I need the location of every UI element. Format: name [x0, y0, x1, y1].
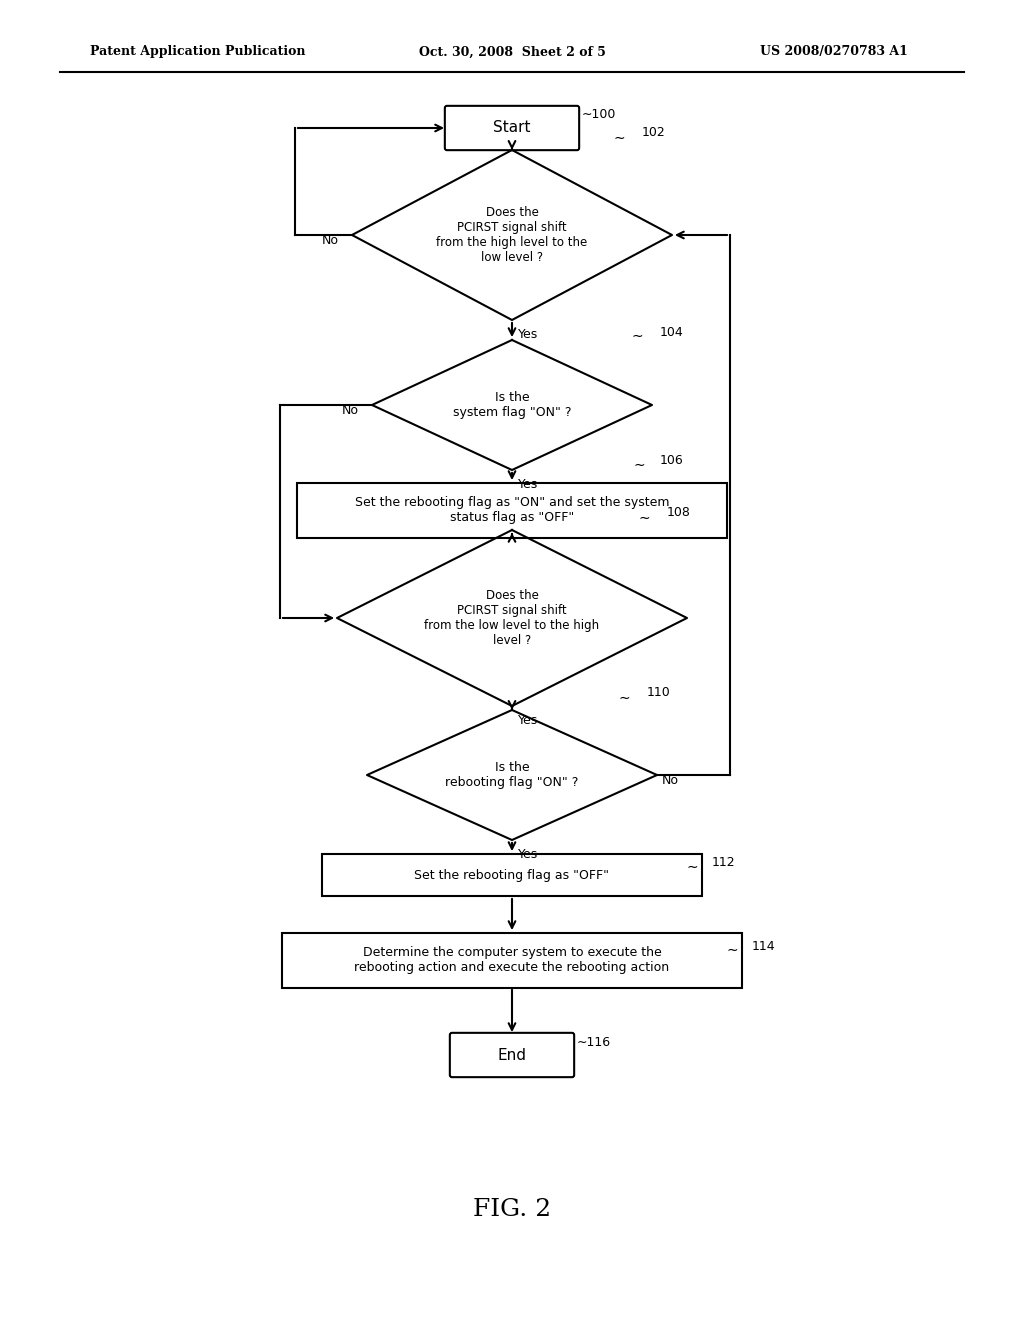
Text: Yes: Yes	[518, 714, 539, 727]
Text: ∼: ∼	[614, 131, 626, 145]
Text: FIG. 2: FIG. 2	[473, 1199, 551, 1221]
Text: Is the
system flag "ON" ?: Is the system flag "ON" ?	[453, 391, 571, 418]
Bar	[322, 854, 702, 896]
Text: Patent Application Publication: Patent Application Publication	[90, 45, 305, 58]
Text: End: End	[498, 1048, 526, 1063]
Text: ∼100: ∼100	[582, 107, 616, 120]
Bar	[297, 483, 727, 537]
Text: US 2008/0270783 A1: US 2008/0270783 A1	[760, 45, 908, 58]
Text: Is the
rebooting flag "ON" ?: Is the rebooting flag "ON" ?	[445, 762, 579, 789]
Text: 114: 114	[752, 940, 775, 953]
Text: Does the
PCIRST signal shift
from the high level to the
low level ?: Does the PCIRST signal shift from the hi…	[436, 206, 588, 264]
Text: Set the rebooting flag as "ON" and set the system
status flag as "OFF": Set the rebooting flag as "ON" and set t…	[354, 496, 670, 524]
Text: ∼: ∼	[618, 690, 631, 705]
Text: ∼: ∼	[634, 458, 645, 473]
Bar	[282, 932, 742, 987]
Text: Yes: Yes	[518, 847, 539, 861]
Text: 112: 112	[712, 857, 735, 870]
Text: ∼: ∼	[727, 942, 738, 957]
Text: ∼: ∼	[687, 861, 698, 874]
Text: No: No	[662, 774, 679, 787]
Text: 106: 106	[660, 454, 684, 466]
Text: No: No	[322, 234, 339, 247]
Text: Yes: Yes	[518, 327, 539, 341]
Text: 102: 102	[642, 125, 666, 139]
Text: 108: 108	[667, 506, 691, 519]
Text: 104: 104	[660, 326, 684, 338]
Text: ∼: ∼	[639, 511, 650, 525]
Text: Determine the computer system to execute the
rebooting action and execute the re: Determine the computer system to execute…	[354, 946, 670, 974]
Text: Start: Start	[494, 120, 530, 136]
Text: Set the rebooting flag as "OFF": Set the rebooting flag as "OFF"	[415, 869, 609, 882]
Text: ∼116: ∼116	[577, 1036, 611, 1049]
Text: Oct. 30, 2008  Sheet 2 of 5: Oct. 30, 2008 Sheet 2 of 5	[419, 45, 605, 58]
Text: No: No	[342, 404, 359, 417]
Text: Yes: Yes	[518, 478, 539, 491]
Text: 110: 110	[647, 685, 671, 698]
Text: ∼: ∼	[632, 329, 644, 343]
Text: Does the
PCIRST signal shift
from the low level to the high
level ?: Does the PCIRST signal shift from the lo…	[424, 589, 600, 647]
